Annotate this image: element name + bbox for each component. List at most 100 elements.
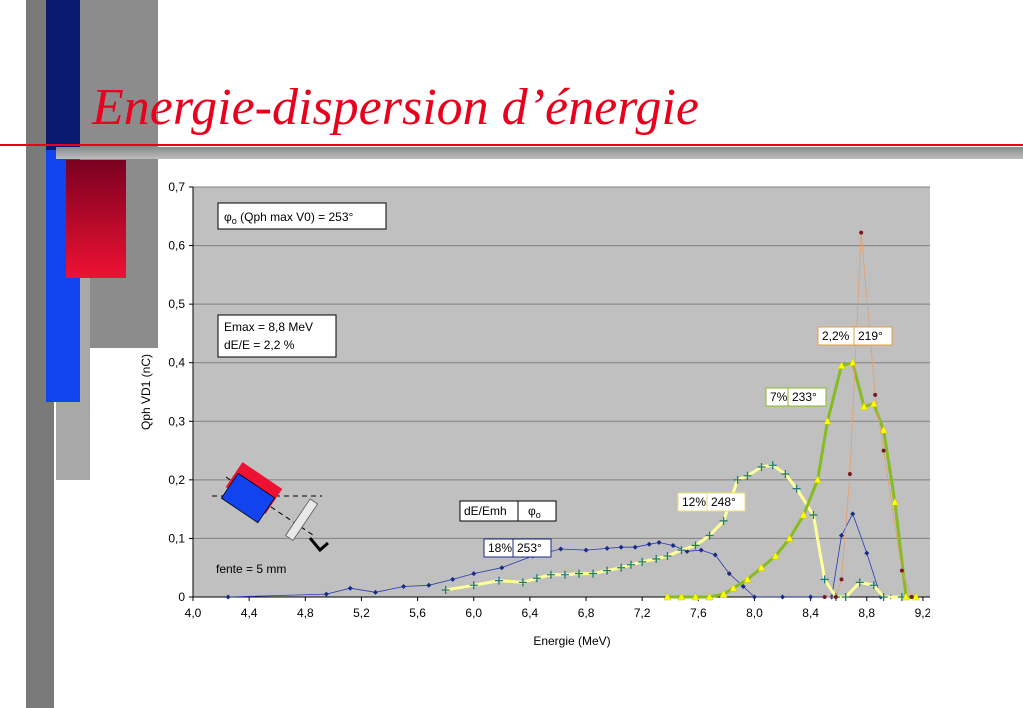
data-point — [809, 511, 818, 519]
data-point — [372, 589, 378, 595]
series-3 — [663, 358, 920, 601]
data-point — [799, 510, 808, 519]
x-tick-label: 7,6 — [690, 606, 707, 620]
phi-max-label: φo (Qph max V0) = 253° — [224, 210, 354, 226]
data-point — [733, 475, 742, 484]
data-point — [879, 425, 888, 434]
data-point — [656, 540, 662, 546]
y-tick-label: 0 — [178, 590, 185, 604]
data-point — [726, 571, 732, 577]
data-point — [677, 546, 686, 555]
x-tick-label: 6,8 — [578, 606, 595, 620]
grid-lines — [193, 186, 930, 539]
data-point — [869, 581, 878, 590]
data-point — [626, 560, 635, 569]
axes: 0 0,1 0,2 0,3 0,4 0,5 0,6 0,7 4,0 4,4 4,8 5,2 5,6 6,0… — [168, 180, 930, 620]
data-point — [909, 595, 914, 599]
data-point — [546, 570, 555, 579]
pct-label: 12% — [682, 495, 706, 509]
data-point — [469, 581, 478, 590]
data-point — [873, 392, 878, 397]
data-point — [864, 550, 870, 556]
data-point — [902, 592, 910, 601]
data-point — [652, 554, 661, 563]
y-tick-label: 0,4 — [168, 356, 185, 370]
data-point — [859, 230, 864, 235]
data-point — [822, 595, 827, 599]
series-layer — [225, 230, 920, 601]
x-tick-label: 4,8 — [297, 606, 314, 620]
slit-plate — [284, 498, 319, 542]
data-point — [638, 557, 647, 566]
data-point — [899, 568, 904, 573]
data-point — [912, 592, 920, 601]
deco-underline-gray — [56, 147, 1023, 159]
data-point — [401, 583, 407, 589]
x-tick-label: 4,0 — [185, 606, 202, 620]
dee-label: dE/E = 2,2 % — [224, 338, 295, 352]
data-point — [663, 552, 672, 560]
slit-schematic — [212, 462, 329, 553]
deco-navy-bar — [46, 0, 80, 150]
x-axis-label: Energie (MeV) — [533, 634, 610, 648]
data-point — [847, 472, 852, 476]
data-point — [712, 552, 718, 558]
data-point — [705, 592, 714, 601]
x-tick-label: 5,2 — [353, 606, 370, 620]
pct-label: 18% — [488, 541, 512, 555]
emax-label: Emax = 8,8 MeV — [224, 320, 313, 334]
data-point — [225, 594, 231, 600]
data-point — [855, 578, 864, 587]
data-point — [603, 566, 612, 575]
series-4 — [822, 230, 914, 599]
data-point — [618, 544, 624, 550]
data-point — [781, 470, 790, 478]
data-point — [785, 533, 794, 542]
data-point — [532, 574, 541, 583]
data-point — [820, 575, 829, 584]
y-tick-label: 0,2 — [168, 473, 185, 487]
deco-red-block — [66, 160, 126, 278]
phi-label: 248° — [711, 495, 736, 509]
data-point — [499, 565, 505, 571]
data-point — [589, 569, 598, 578]
data-point — [698, 547, 704, 553]
series-2 — [441, 461, 906, 601]
slide-title: Energie-dispersion d’énergie — [92, 79, 699, 136]
pct-label: 7% — [770, 390, 788, 404]
phi-label: 233° — [792, 390, 817, 404]
data-point — [813, 475, 822, 484]
data-point — [450, 576, 456, 582]
data-point — [860, 402, 868, 410]
data-point — [677, 592, 686, 601]
data-point — [751, 594, 757, 600]
x-tick-label: 5,6 — [409, 606, 426, 620]
data-point — [705, 531, 714, 540]
x-tick-label: 6,0 — [465, 606, 482, 620]
data-point — [604, 545, 610, 551]
pct-label: 2,2% — [822, 329, 850, 343]
deco-underline-red — [0, 144, 1023, 146]
table-header-phi: φo — [528, 504, 541, 520]
data-point — [575, 569, 584, 578]
data-point — [495, 576, 504, 585]
data-point — [632, 544, 638, 550]
data-point — [850, 511, 856, 517]
data-point — [743, 471, 752, 480]
data-point — [646, 541, 652, 547]
y-axis-label: Qph VD1 (nC) — [139, 354, 153, 430]
x-tick-label: 8,4 — [802, 606, 819, 620]
phi-cell — [787, 387, 827, 407]
phi-label: 253° — [517, 541, 542, 555]
data-point — [518, 578, 527, 587]
data-point — [771, 551, 780, 560]
table-header-right-cell — [517, 500, 557, 522]
x-tick-label: 8,8 — [858, 606, 875, 620]
data-point — [560, 570, 569, 579]
table-header-left: dE/Emh — [464, 504, 507, 518]
data-point — [743, 574, 752, 583]
phi-label: 219° — [858, 329, 883, 343]
pct-phi-box-4: 2,2% 219° — [817, 326, 893, 346]
data-point — [837, 361, 846, 369]
x-tick-label: 7,2 — [634, 606, 651, 620]
